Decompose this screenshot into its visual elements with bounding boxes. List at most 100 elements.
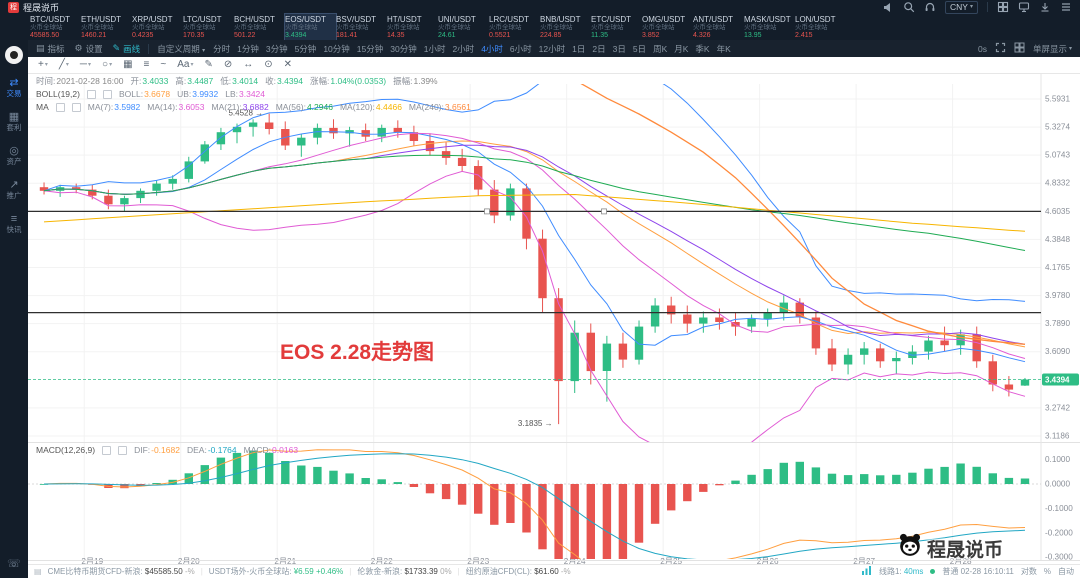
svg-text:0.1000: 0.1000 [1045, 455, 1070, 464]
sidebar-item-news[interactable]: ≡ 快讯 [7, 213, 22, 234]
hline-tool[interactable]: ─ ▾ [79, 59, 92, 70]
currency-select[interactable]: CNY ▾ [945, 0, 978, 14]
pair-tab-etc[interactable]: ETC/USDT 火币全球站 11.35 [591, 14, 642, 40]
timeframe-10分钟[interactable]: 10分钟 [323, 43, 350, 54]
download-icon[interactable] [1039, 1, 1051, 13]
svg-text:3.2742: 3.2742 [1045, 403, 1070, 412]
auto-toggle[interactable]: 自动 [1058, 567, 1074, 576]
sidebar: ⇄ 交易 ▦ 套利 ◎ 资产 ↗ 推广 ≡ 快讯 ☏ [0, 40, 28, 578]
monitor-icon[interactable] [1018, 1, 1030, 13]
cursor-tool[interactable]: + ▾ [38, 59, 48, 70]
pair-tab-lon[interactable]: LON/USDT 火币全球站 2.415 [795, 14, 846, 40]
custom-period-dropdown[interactable]: 自定义周期 ▾ [157, 43, 206, 54]
sidebar-item-assets[interactable]: ◎ 资产 [7, 145, 22, 166]
pair-tab-uni[interactable]: UNI/USDT 火币全球站 24.61 [438, 14, 489, 40]
sidebar-item-arbitrage[interactable]: ▦ 套利 [7, 111, 22, 132]
assets-icon: ◎ [9, 145, 19, 157]
layout-icon[interactable] [1014, 42, 1025, 55]
timeframe-年K[interactable]: 年K [716, 43, 731, 54]
shape-tool[interactable]: ○ ▾ [102, 59, 113, 70]
timeframe-3分钟[interactable]: 3分钟 [265, 43, 288, 54]
user-avatar[interactable] [5, 46, 23, 64]
sidebar-item-label: 快讯 [6, 225, 22, 234]
clear-tool[interactable]: ✕ [283, 59, 293, 70]
brush-tool[interactable]: ✎ [204, 59, 213, 70]
pair-tab-omg[interactable]: OMG/USDT 火币全球站 3.852 [642, 14, 693, 40]
measure-tool[interactable]: ↔ [243, 59, 254, 70]
timeframe-2日[interactable]: 2日 [592, 43, 606, 54]
trendline-tool[interactable]: ╱ ▾ [58, 59, 69, 70]
fib-tool[interactable]: ≡ [143, 59, 150, 70]
pair-tab-bch[interactable]: BCH/USDT 火币全球站 501.22 [234, 14, 285, 40]
timeframe-2小时[interactable]: 2小时 [452, 43, 475, 54]
timeframe-5分钟[interactable]: 5分钟 [294, 43, 317, 54]
pair-price: 4.326 [693, 32, 711, 39]
signal-icon [861, 565, 872, 578]
megaphone-icon[interactable] [882, 1, 894, 13]
pair-name: BTC/USDT [30, 15, 70, 24]
text-tool[interactable]: Aa ▾ [177, 59, 194, 70]
timeframe-分时[interactable]: 分时 [213, 43, 231, 54]
pair-price: 1460.21 [81, 32, 107, 39]
timeframe-季K[interactable]: 季K [695, 43, 710, 54]
pair-tab-bnb[interactable]: BNB/USDT 火币全球站 224.85 [540, 14, 591, 40]
timeframe-12小时[interactable]: 12小时 [538, 43, 566, 54]
pair-price: 11.35 [591, 32, 608, 39]
magnet-tool[interactable]: ⊙ [264, 59, 273, 70]
network-line[interactable]: 线路1: 40ms [878, 567, 924, 576]
pair-tab-ltc[interactable]: LTC/USDT 火币全球站 170.35 [183, 14, 234, 40]
grid-icon[interactable] [997, 1, 1009, 13]
timeframe-1分钟[interactable]: 1分钟 [237, 43, 259, 54]
sidebar-item-label: 资产 [6, 157, 22, 166]
chart-area: 5.5931 5.3274 5.0743 4.8332 4.6035 4.3848 4.17… [28, 74, 1080, 566]
screen-mode-dropdown[interactable]: 单屏显示 ▾ [1032, 43, 1072, 54]
log-scale-toggle[interactable]: 对数 [1020, 567, 1037, 576]
pair-tab-eth[interactable]: ETH/USDT 火币全球站 1460.21 [81, 14, 132, 40]
pair-tab-mask[interactable]: MASK/USDT 火币全球站 13.95 [744, 14, 795, 40]
menu-settings[interactable]: ⚙ 设置 [74, 43, 103, 54]
timeframe-1小时[interactable]: 1小时 [423, 43, 446, 54]
search-icon[interactable] [903, 1, 915, 13]
pair-price: 181.41 [336, 32, 358, 39]
status-tickers: CME比特币期货CFD-新浪: $45585.50 -% | USDT场外-火币全球… [47, 567, 571, 576]
timeframe-30分钟[interactable]: 30分钟 [390, 43, 417, 54]
timeframe-15分钟[interactable]: 15分钟 [356, 43, 384, 54]
svg-text:5.4528 →: 5.4528 → [228, 109, 263, 118]
pair-name: BCH/USDT [234, 15, 275, 24]
fullscreen-icon[interactable] [995, 42, 1006, 55]
support-icon[interactable]: ☏ [7, 558, 21, 570]
pair-exchange: 火币全球站 [795, 24, 828, 31]
wave-tool[interactable]: ~ [160, 59, 167, 70]
timeframe-1日[interactable]: 1日 [572, 43, 586, 54]
timeframe-3日[interactable]: 3日 [612, 43, 626, 54]
pair-exchange: 火币全球站 [387, 24, 420, 31]
pair-tab-xrp[interactable]: XRP/USDT 火币全球站 0.4235 [132, 14, 183, 40]
sidebar-item-promotion[interactable]: ↗ 推广 [7, 179, 22, 200]
pair-tab-eos[interactable]: EOS/USDT 火币全球站 3.4394 [284, 13, 337, 41]
svg-text:4.8332: 4.8332 [1045, 179, 1070, 188]
pair-tab-bsv[interactable]: BSV/USDT 火币全球站 181.41 [336, 14, 387, 40]
timeframe-周K[interactable]: 周K [653, 43, 668, 54]
percent-toggle[interactable]: % [1043, 567, 1051, 576]
pair-tab-btc[interactable]: BTC/USDT 火币全球站 45585.50 [30, 14, 81, 40]
eraser-tool[interactable]: ⊘ [223, 59, 233, 70]
timeframe-6小时[interactable]: 6小时 [509, 43, 532, 54]
indicators-icon: ▤ [36, 43, 45, 53]
menu-indicators[interactable]: ▤ 指标 [36, 43, 65, 54]
svg-text:-0.2000: -0.2000 [1045, 528, 1073, 537]
timeframe-月K[interactable]: 月K [674, 43, 689, 54]
sidebar-item-trade[interactable]: ⇄ 交易 [7, 77, 22, 98]
menu-icon[interactable] [1060, 1, 1072, 13]
pair-tab-ant[interactable]: ANT/USDT 火币全球站 4.326 [693, 14, 744, 40]
svg-text:2月26: 2月26 [757, 557, 779, 566]
headset-icon[interactable] [924, 1, 936, 13]
pair-tab-lrc[interactable]: LRC/USDT 火币全球站 0.5521 [489, 14, 540, 40]
svg-text:3.4394: 3.4394 [1045, 375, 1070, 384]
timeframe-4小时[interactable]: 4小时 [481, 43, 503, 54]
menu-draw[interactable]: ✎ 画线 [112, 43, 141, 54]
grid-tool[interactable]: ▦ [123, 59, 133, 70]
timeframe-5日[interactable]: 5日 [632, 43, 647, 54]
candlestick-chart[interactable]: 5.5931 5.3274 5.0743 4.8332 4.6035 4.3848 4.17… [28, 74, 1080, 566]
pair-price: 2.415 [795, 32, 813, 39]
pair-tab-ht[interactable]: HT/USDT 火币全球站 14.35 [387, 14, 438, 40]
